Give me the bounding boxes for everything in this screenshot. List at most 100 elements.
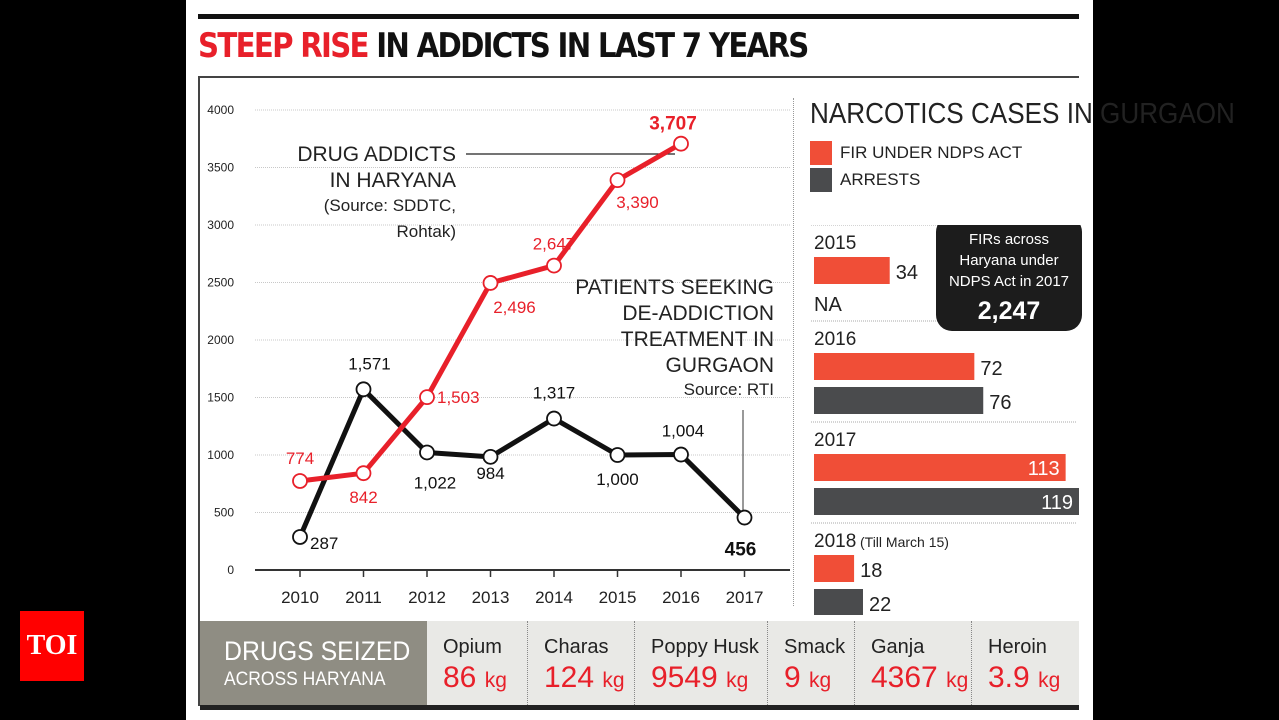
drug-qty: 124 — [544, 661, 595, 694]
fir-bar-label: 113 — [1028, 458, 1060, 480]
bar-group-year: 2015 — [814, 233, 856, 254]
drug-name: Poppy Husk — [651, 636, 759, 658]
arrests-na-label: NA — [814, 294, 842, 316]
patients-data-label: 984 — [476, 464, 504, 483]
patients-point — [419, 444, 435, 461]
arrests-bar-label: 76 — [989, 392, 1011, 414]
addicts-data-label: 842 — [349, 488, 377, 507]
fir-bar — [814, 454, 1066, 481]
line-chart: 0 500 1000 1500 2000 2500 3000 3500 4000 2010 2011… — [207, 103, 790, 607]
patients-point — [482, 448, 499, 465]
x-tick-label: 2013 — [472, 588, 510, 607]
patients-point — [546, 410, 562, 427]
legend-label-fir: FIR UNDER NDPS ACT — [840, 142, 1023, 162]
y-tick-label: 2000 — [207, 333, 234, 347]
patients-data-label: 1,000 — [596, 470, 639, 489]
addicts-point — [673, 135, 689, 152]
addicts-point — [419, 389, 435, 406]
patients-data-label: 1,004 — [662, 422, 705, 441]
arrests-bar-label: 22 — [869, 594, 891, 615]
series-label-patients: Source: RTI — [684, 380, 774, 399]
patients-point — [673, 446, 689, 463]
patients-data-label: 1,317 — [533, 384, 576, 403]
series-label-patients: GURGAON — [665, 354, 774, 377]
y-tick-label: 500 — [214, 506, 234, 520]
fir-bar — [814, 555, 855, 582]
arrests-bar — [814, 589, 863, 615]
drug-qty: 9 — [784, 661, 801, 694]
bar-group-note: (Till March 15) — [860, 534, 949, 550]
series-label-addicts: DRUG ADDICTS — [297, 143, 456, 166]
drug-item: Heroin 3.9 kg — [972, 621, 1079, 705]
headline: STEEP RISE IN ADDICTS IN LAST 7 YEARS — [198, 26, 809, 66]
drug-qty: 4367 — [871, 661, 938, 694]
x-tick-label: 2010 — [281, 588, 319, 607]
y-tick-label: 1500 — [207, 391, 234, 405]
bottom-rule — [200, 705, 1079, 710]
addicts-data-label: 3,390 — [616, 193, 659, 212]
section-divider — [793, 98, 794, 606]
x-tick-label: 2016 — [662, 588, 700, 607]
fir-bar-label: 18 — [860, 560, 882, 582]
y-tick-label: 1000 — [207, 448, 234, 462]
addicts-data-label: 1,503 — [437, 388, 480, 407]
callout-box — [936, 225, 1082, 331]
drug-unit: kg — [726, 669, 749, 692]
callout-text: Haryana under — [959, 252, 1058, 269]
drug-qty: 9549 — [651, 661, 718, 694]
fir-bar-label: 34 — [896, 262, 918, 284]
patients-line — [297, 386, 747, 538]
legend-label-arrests: ARRESTS — [840, 169, 921, 189]
headline-rest: IN ADDICTS IN LAST 7 YEARS — [367, 26, 809, 66]
arrests-bar — [814, 387, 984, 414]
drug-item: Poppy Husk 9549 kg — [635, 621, 768, 705]
bar-group-year: 2016 — [814, 329, 856, 350]
drug-qty: 3.9 — [988, 661, 1030, 694]
patients-point — [736, 509, 753, 526]
drug-name: Charas — [544, 636, 609, 658]
legend-swatch-arrests — [810, 167, 832, 192]
drug-qty: 86 — [443, 661, 477, 694]
y-tick-label: 3500 — [207, 161, 234, 175]
drug-name: Ganja — [871, 636, 925, 658]
callout-text: FIRs across — [969, 231, 1049, 248]
callout-value: 2,247 — [978, 297, 1041, 325]
x-tick-label: 2012 — [408, 588, 446, 607]
drug-item: Opium 86 kg — [427, 621, 528, 705]
drug-unit: kg — [1038, 669, 1061, 692]
toi-logo: TOI — [20, 611, 84, 681]
x-tick-label: 2014 — [535, 588, 573, 607]
patients-point — [355, 381, 372, 398]
drug-unit: kg — [809, 669, 832, 692]
drug-name: Heroin — [988, 636, 1047, 658]
drugs-seized-title: DRUGS SEIZED ACROSS HARYANA — [200, 621, 427, 705]
series-label-patients: DE-ADDICTION — [622, 302, 774, 325]
addicts-point — [546, 257, 562, 274]
bar-chart: 2015 34 NA 2016 72 76 2017 113 119 2018 (Till Marc… — [811, 225, 1082, 615]
drug-item: Smack 9 kg — [768, 621, 855, 705]
arrests-bar — [814, 488, 1079, 515]
bar-group-year: 2017 — [814, 430, 856, 451]
drug-item: Ganja 4367 kg — [855, 621, 972, 705]
legend-fir: FIR UNDER NDPS ACT — [810, 139, 1080, 166]
patients-point — [292, 529, 308, 545]
addicts-data-label: 2,496 — [493, 298, 536, 317]
series-label-addicts: (Source: SDDTC, — [324, 196, 456, 215]
y-tick-label: 0 — [227, 563, 234, 577]
series-label-addicts: Rohtak) — [396, 222, 456, 241]
frame-top-rule — [198, 76, 1079, 78]
y-tick-label: 2500 — [207, 276, 234, 290]
x-tick-label: 2017 — [726, 588, 764, 607]
fir-bar — [814, 353, 975, 380]
fir-bar — [814, 257, 890, 284]
drugs-seized-strip: DRUGS SEIZED ACROSS HARYANA Opium 86 kg … — [200, 621, 1079, 705]
bar-group-year: 2018 — [814, 531, 856, 552]
drug-unit: kg — [946, 669, 969, 692]
fir-bar-label: 72 — [980, 358, 1002, 380]
frame-left-rule — [198, 76, 200, 706]
infographic-card: STEEP RISE IN ADDICTS IN LAST 7 YEARS 0 5… — [186, 0, 1235, 720]
addicts-data-label: 774 — [286, 449, 314, 468]
narcotics-title: NARCOTICS CASES IN GURGAON — [810, 98, 1235, 130]
top-rule — [198, 14, 1079, 19]
arrests-bar-label: 119 — [1041, 492, 1073, 514]
